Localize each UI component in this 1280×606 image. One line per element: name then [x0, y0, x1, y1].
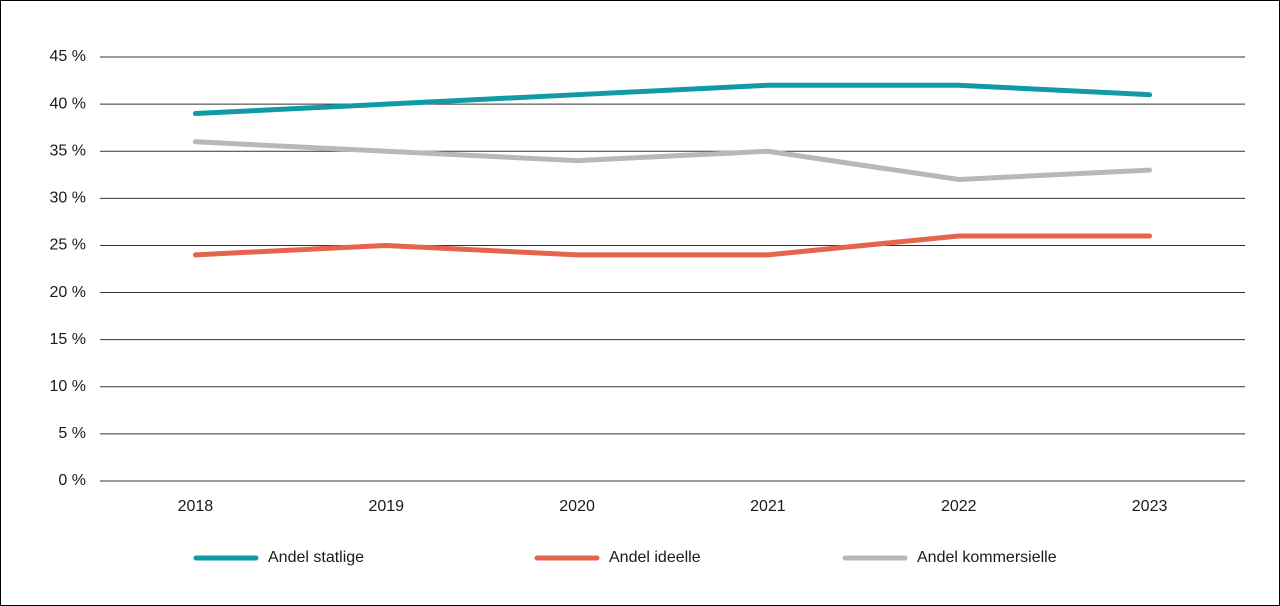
x-tick-label: 2019 [368, 498, 404, 515]
y-tick-label: 5 % [58, 425, 86, 442]
line-series [192, 233, 1153, 258]
legend-label: Andel statlige [268, 549, 364, 566]
y-tick-label: 35 % [50, 142, 86, 159]
y-tick-label: 0 % [58, 472, 86, 489]
x-tick-label: 2018 [178, 498, 214, 515]
y-tick-label: 20 % [50, 284, 86, 301]
legend-label: Andel kommersielle [917, 549, 1057, 566]
x-tick-label: 2022 [941, 498, 977, 515]
line-series [192, 139, 1153, 182]
y-tick-label: 30 % [50, 190, 86, 207]
y-tick-label: 45 % [50, 48, 86, 65]
x-tick-label: 2021 [750, 498, 786, 515]
x-tick-label: 2020 [559, 498, 595, 515]
legend-label: Andel ideelle [609, 549, 701, 566]
y-tick-label: 15 % [50, 331, 86, 348]
y-tick-label: 10 % [50, 378, 86, 395]
y-tick-label: 25 % [50, 237, 86, 254]
x-tick-label: 2023 [1132, 498, 1168, 515]
y-tick-label: 40 % [50, 95, 86, 112]
line-series [192, 82, 1153, 117]
